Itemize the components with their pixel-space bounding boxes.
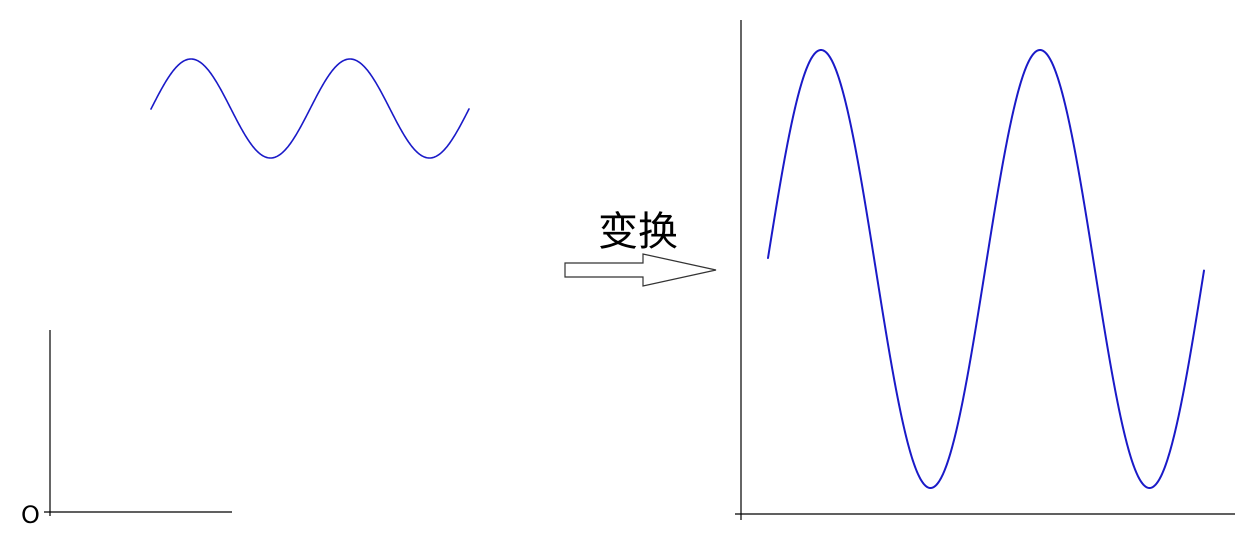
right-sine-curve (767, 49, 1205, 489)
origin-label: O (21, 501, 40, 529)
transform-label: 变换 (598, 209, 678, 255)
right-axes (735, 20, 1235, 520)
transform-arrow-icon (564, 253, 717, 287)
left-sine-curve (150, 58, 470, 159)
left-axes: O (21, 330, 232, 529)
